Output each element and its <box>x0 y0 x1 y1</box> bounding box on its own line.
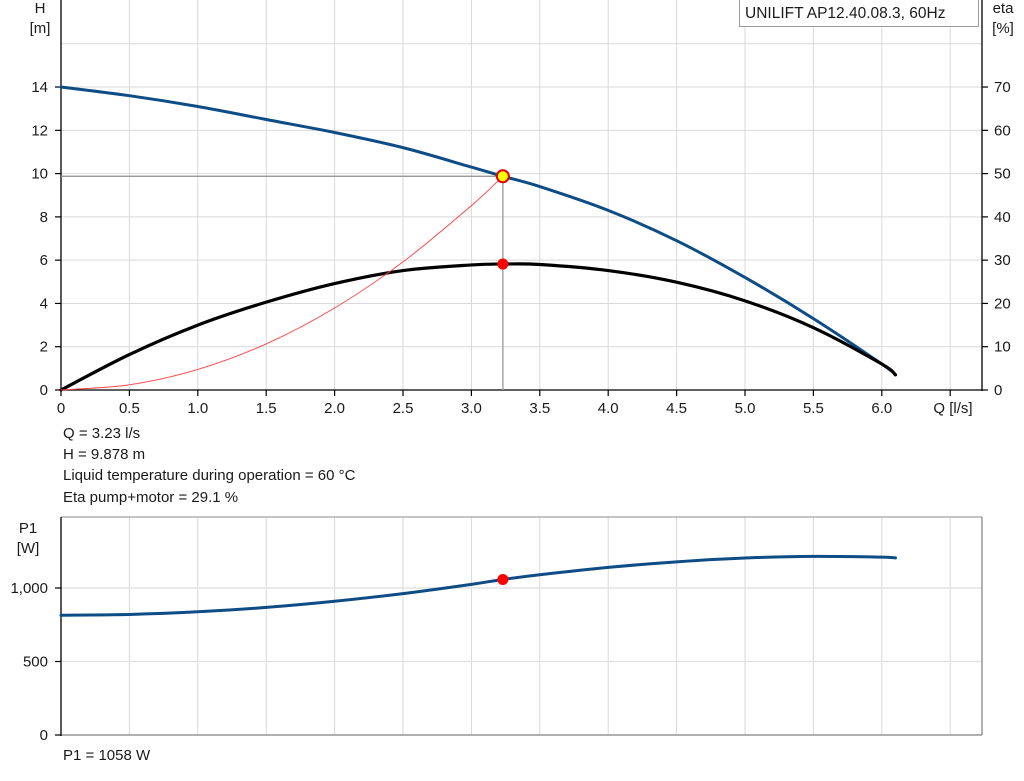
lower-grid <box>61 517 982 735</box>
readout-head: H = 9.878 m <box>63 446 146 463</box>
q-tick-label: 0.5 <box>119 400 140 417</box>
h-tick-label: 4 <box>40 295 48 312</box>
h-axis-unit: [m] <box>30 20 51 37</box>
p1-curve <box>59 554 897 617</box>
eta-axis-unit: [%] <box>992 20 1014 37</box>
q-tick-label: 5.5 <box>803 400 824 417</box>
system-curvecurve <box>60 175 504 391</box>
eta-axis-label: eta <box>993 0 1015 17</box>
q-tick-label: 3.5 <box>529 400 550 417</box>
h-tick-label: 6 <box>40 252 48 269</box>
upper-axis-labels: H [m] eta [%] Q [l/s] <box>30 0 1015 417</box>
upper-grid <box>61 0 982 390</box>
readout-power: P1 = 1058 W <box>63 747 151 764</box>
eta-tick-label: 40 <box>994 209 1011 226</box>
eta-tick-label: 30 <box>994 252 1011 269</box>
eta-tick-label: 50 <box>994 166 1011 183</box>
eta-tick-label: 0 <box>994 382 1002 399</box>
p1-axis-unit: [W] <box>17 540 40 557</box>
q-tick-label: 1.5 <box>256 400 277 417</box>
h-tick-label: 14 <box>31 79 48 96</box>
eta-tick-label: 20 <box>994 295 1011 312</box>
h-tick-label: 10 <box>31 166 48 183</box>
p1-tick-label: 500 <box>23 654 48 671</box>
duty-point-marker[interactable] <box>495 169 510 184</box>
readout-flow: Q = 3.23 l/s <box>63 425 141 442</box>
p1-tick-label: 1,000 <box>10 580 48 597</box>
p1-tick-label: 0 <box>40 727 48 744</box>
pump-model-legend: UNILIFT AP12.40.08.3, 60Hz <box>739 0 979 27</box>
h-tick-label: 8 <box>40 209 48 226</box>
q-tick-label: 4.0 <box>598 400 619 417</box>
q-axis-label: Q [l/s] <box>933 400 972 417</box>
lower-axes: 0 500 1,000 <box>10 516 983 744</box>
eta-pump-motorcurve <box>59 262 898 392</box>
eta-tick-label: 60 <box>994 122 1011 139</box>
h-tick-label: 0 <box>40 382 48 399</box>
upper-series <box>59 85 898 392</box>
q-tick-label: 2.5 <box>393 400 414 417</box>
upper-axes: 0 2 4 6 8 10 12 14 0 10 20 30 40 50 60 70 0 0.5 1.0 1.5 2.0 2… <box>31 0 1011 417</box>
p1-axis-label: P1 <box>19 520 37 537</box>
upper-chart: 0 2 4 6 8 10 12 14 0 10 20 30 40 50 60 70 0 0.5 1.0 1.5 2.0 2… <box>30 0 1015 417</box>
h-tick-label: 12 <box>31 122 48 139</box>
p1-duty-marker <box>497 573 509 585</box>
eta-tick-label: 70 <box>994 79 1011 96</box>
q-tick-label: 0 <box>57 400 65 417</box>
q-tick-label: 4.5 <box>666 400 687 417</box>
h-axis-label: H <box>35 0 46 17</box>
q-tick-label: 6.0 <box>871 400 892 417</box>
q-tick-label: 2.0 <box>324 400 345 417</box>
efficiency-duty-marker <box>497 258 509 270</box>
eta-tick-label: 10 <box>994 339 1011 356</box>
readout-efficiency: Eta pump+motor = 29.1 % <box>63 489 239 506</box>
q-tick-label: 3.0 <box>461 400 482 417</box>
readout-temperature: Liquid temperature during operation = 60… <box>63 467 356 484</box>
h-tick-label: 2 <box>40 339 48 356</box>
lower-series <box>59 554 897 617</box>
q-tick-label: 1.0 <box>187 400 208 417</box>
q-tick-label: 5.0 <box>735 400 756 417</box>
